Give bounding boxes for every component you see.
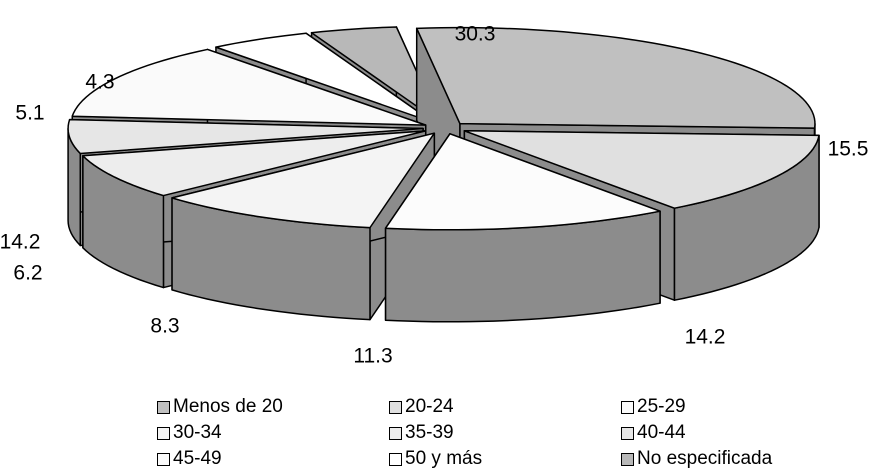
legend-swatch-1 xyxy=(157,400,170,414)
legend-label-8: 50 y más xyxy=(405,448,483,469)
value-label-2: 15.5 xyxy=(828,138,869,161)
legend-item-7: 45-49 xyxy=(157,446,389,472)
legend-label-2: 20-24 xyxy=(405,396,454,417)
value-label-7: 14.2 xyxy=(0,231,40,254)
legend-label-5: 35-39 xyxy=(405,422,454,443)
pie-slice-5-top xyxy=(82,130,427,197)
legend-label-7: 45-49 xyxy=(173,448,222,469)
pie-slice-8-top xyxy=(215,32,435,124)
legend-label-4: 30-34 xyxy=(173,422,222,443)
legend-item-1: Menos de 20 xyxy=(157,394,389,420)
value-label-3: 14.2 xyxy=(685,326,726,349)
legend-swatch-2 xyxy=(389,400,402,414)
value-label-8: 5.1 xyxy=(15,102,44,125)
legend-item-9: No especificada xyxy=(621,446,861,472)
chart-legend: Menos de 20 20-24 25-29 30-34 35-39 40-44 45-4… xyxy=(157,394,877,473)
legend-item-5: 35-39 xyxy=(389,420,621,446)
legend-swatch-6 xyxy=(621,426,634,440)
pie-slice-4-top xyxy=(171,132,436,229)
value-label-5: 8.3 xyxy=(150,315,179,338)
pie-slice-9-top xyxy=(310,26,441,123)
legend-swatch-4 xyxy=(157,426,170,440)
pie-chart: 30.3 15.5 14.2 11.3 8.3 6.2 14.2 5.1 4.3 xyxy=(0,23,868,368)
legend-label-3: 25-29 xyxy=(637,396,686,417)
legend-label-6: 40-44 xyxy=(637,422,686,443)
legend-swatch-3 xyxy=(621,400,634,414)
legend-swatch-9 xyxy=(621,452,634,466)
pie-slice-3-top xyxy=(384,133,661,231)
legend-label-9: No especificada xyxy=(637,448,773,469)
legend-swatch-5 xyxy=(389,426,402,440)
legend-swatch-8 xyxy=(389,452,402,466)
pie-slice-6-top xyxy=(67,118,424,155)
pie-slice-3 xyxy=(384,133,661,323)
pie-slices xyxy=(67,26,820,323)
pie-value-labels: 30.3 15.5 14.2 11.3 8.3 6.2 14.2 5.1 4.3 xyxy=(0,23,868,368)
legend-item-3: 25-29 xyxy=(621,394,861,420)
legend-item-8: 50 y más xyxy=(389,446,621,472)
value-label-1: 30.3 xyxy=(455,23,496,46)
pie-slice-2-top xyxy=(463,130,820,209)
legend-swatch-7 xyxy=(157,452,170,466)
pie-slice-1-top xyxy=(415,26,816,129)
legend-label-1: Menos de 20 xyxy=(173,396,283,417)
value-label-9: 4.3 xyxy=(85,71,114,94)
pie-slice-7-top xyxy=(71,48,427,126)
value-label-4: 11.3 xyxy=(353,345,392,368)
value-label-6: 6.2 xyxy=(13,262,42,285)
legend-item-2: 20-24 xyxy=(389,394,621,420)
legend-item-6: 40-44 xyxy=(621,420,861,446)
legend-item-4: 30-34 xyxy=(157,420,389,446)
